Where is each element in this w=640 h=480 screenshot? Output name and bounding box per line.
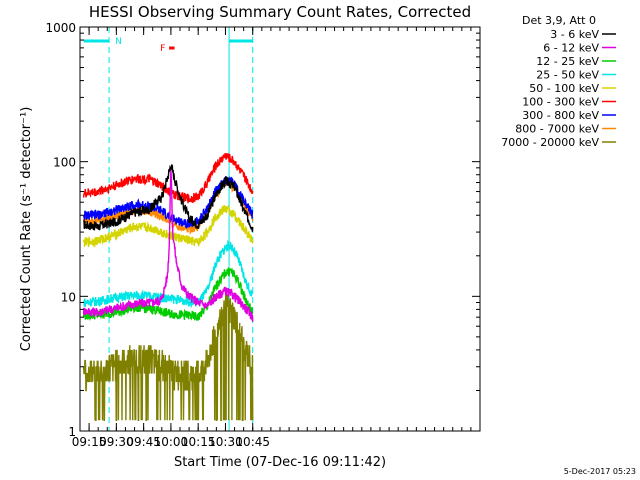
series-line [82,152,254,204]
x-tick-label: 10:15 [181,435,216,449]
legend-entry-label: 100 - 300 keV [522,96,599,109]
x-tick-label: 10:30 [208,435,243,449]
legend-header: Det 3,9, Att 0 [522,14,596,27]
x-tick-label: 09:30 [99,435,134,449]
legend-entry-label: 6 - 12 keV [543,42,599,55]
series-line [83,164,254,232]
x-tick-label: 09:45 [126,435,161,449]
legend-entry-label: 12 - 25 keV [536,55,599,68]
y-axis: 1 10 100 1000 [45,21,480,439]
legend-entry-label: 50 - 100 keV [529,82,599,95]
y-tick-label: 10 [61,290,76,304]
x-tick-label: 10:45 [235,435,270,449]
y-tick-label: 1 [68,425,76,439]
series-line [82,292,254,421]
y-axis-label: Corrected Count Rate (s⁻¹ detector⁻¹) [19,107,34,352]
x-axis-label: Start Time (07-Dec-16 09:11:42) [174,455,386,470]
flare-label: F [160,44,165,54]
footer-timestamp: 5-Dec-2017 05:23 [564,467,636,476]
series-line [82,169,254,322]
legend-entry-label: 3 - 6 keV [550,28,599,41]
x-tick-label: 10:00 [154,435,189,449]
legend-entry-label: 7000 - 20000 keV [501,136,599,149]
x-tick-label: 09:15 [72,435,107,449]
plot-area: NF [82,27,254,431]
legend-entry-label: 300 - 800 keV [522,109,599,122]
legend-entry-label: 800 - 7000 keV [515,123,599,136]
legend-entry-label: 25 - 50 keV [536,69,599,82]
y-tick-label: 1000 [45,21,76,35]
y-tick-label: 100 [53,156,76,170]
chart-title: HESSI Observing Summary Count Rates, Cor… [89,3,471,21]
series-line [82,204,254,249]
series-line [83,239,254,309]
night-label: N [115,37,122,47]
